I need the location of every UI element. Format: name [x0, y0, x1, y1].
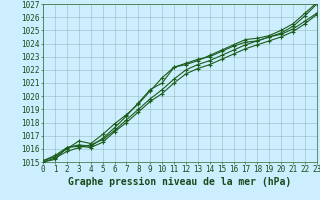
- X-axis label: Graphe pression niveau de la mer (hPa): Graphe pression niveau de la mer (hPa): [68, 177, 292, 187]
